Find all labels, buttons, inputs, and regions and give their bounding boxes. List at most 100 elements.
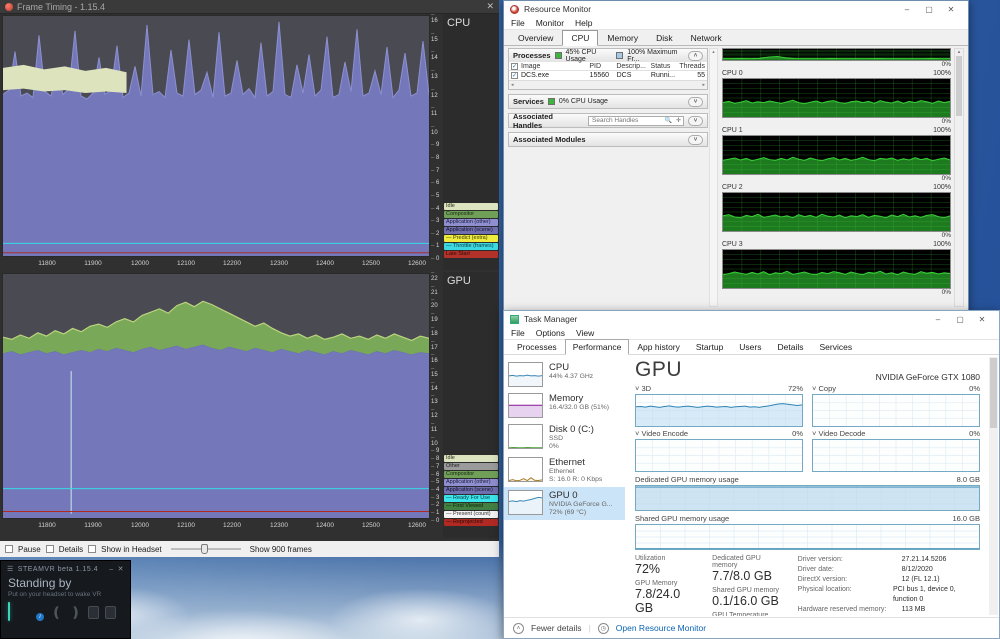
chevron-down-icon[interactable]: ˅ [635,384,639,393]
close-icon[interactable]: ✕ [971,315,993,324]
search-icon[interactable]: 🔍 [662,117,673,124]
graphs-scrollbar[interactable]: ▴ [954,48,964,307]
frame-timing-titlebar[interactable]: Frame Timing - 1.15.4 ✕ [0,0,499,14]
column-threads[interactable]: Threads [679,63,705,70]
sidebar-item[interactable]: CPU 44% 4.37 GHz [504,359,625,390]
scroll-left-icon[interactable]: ◂ [511,82,514,88]
column-image[interactable]: Image [521,63,589,70]
expand-chevron-icon[interactable]: ˅ [688,135,703,145]
tab[interactable]: Overview [509,30,562,46]
menu-item[interactable]: File [511,18,525,28]
collapse-chevron-icon[interactable]: ˄ [688,51,703,61]
y-tick-label: 8 [431,456,442,462]
close-icon[interactable]: ✕ [486,1,494,12]
stat-value: 72% [635,562,696,576]
expand-chevron-icon[interactable]: ˅ [688,97,703,107]
associated-handles-section: Associated Handles 🔍 ✛ ˅ [508,113,708,128]
tab[interactable]: Processes [509,339,565,355]
horizontal-scrollbar[interactable]: ◂ ▸ [509,80,707,89]
footer-divider: | [589,623,591,633]
minimize-icon[interactable]: – [927,315,949,324]
base-station-icon[interactable] [105,606,116,619]
select-all-checkbox[interactable]: ✓ [511,63,518,70]
fewer-details-icon[interactable]: ˄ [513,623,524,634]
y-tick-label: 7 [431,464,442,470]
tab[interactable]: Network [682,30,731,46]
pause-checkbox[interactable] [5,545,13,553]
steamvr-titlebar[interactable]: ☰ STEAMVR beta 1.15.4 – ✕ [1,561,130,573]
show-in-headset-checkbox[interactable] [88,545,96,553]
add-filter-icon[interactable]: ✛ [674,117,683,124]
fewer-details-button[interactable]: Fewer details [531,623,582,633]
processes-header[interactable]: Processes 45% CPU Usage 100% Maximum Fr.… [509,49,707,62]
chevron-down-icon[interactable]: ˅ [812,429,816,438]
scroll-up-icon[interactable]: ▴ [712,49,715,55]
search-handles-input[interactable] [589,117,662,124]
controller-right-icon[interactable]: ❫ [69,604,82,620]
process-row[interactable]: ✓ DCS.exe 15560 DCS Runni... 55 [509,71,707,80]
cpu-side-panel: CPU IdleCompositorApplication (other)App… [443,14,499,270]
details-checkbox[interactable] [46,545,54,553]
headset-icon[interactable]: i [8,603,44,621]
sidebar-item[interactable]: Disk 0 (C:) SSD 0% [504,421,625,454]
chevron-down-icon[interactable]: ˅ [635,429,639,438]
tab[interactable]: Performance [565,339,630,355]
open-resource-monitor-link[interactable]: Open Resource Monitor [616,623,706,633]
minimize-icon[interactable]: – [896,5,918,14]
scrollbar-thumb[interactable] [956,56,962,116]
close-icon[interactable]: ✕ [940,5,962,14]
controller-left-icon[interactable]: ❪ [50,604,63,620]
y-tick-label: 10 [431,435,442,447]
associated-handles-header[interactable]: Associated Handles 🔍 ✛ ˅ [509,114,707,127]
chart-title: ˅ Video Encode [635,429,688,438]
scroll-up-icon[interactable]: ▴ [958,49,961,55]
main-scrollbar[interactable] [989,357,998,615]
menu-item[interactable]: Help [575,18,592,28]
maximize-icon[interactable]: ▢ [918,5,940,14]
tab[interactable]: Disk [647,30,682,46]
tab[interactable]: Users [731,339,769,355]
menu-item[interactable]: View [576,328,594,338]
expand-chevron-icon[interactable]: ˅ [688,116,703,126]
column-pid[interactable]: PID [589,63,616,70]
frames-slider[interactable] [171,544,241,554]
graph-min-label: 0% [722,61,951,69]
scrollbar-thumb[interactable] [990,358,997,428]
sidebar-item[interactable]: Ethernet Ethernet S: 16.0 R: 0 Kbps [504,454,625,487]
services-header[interactable]: Services 0% CPU Usage ˅ [509,95,707,108]
search-handles-box[interactable]: 🔍 ✛ [588,116,684,126]
base-station-icon[interactable] [88,606,99,619]
column-description[interactable]: Descrip... [616,63,650,70]
tab[interactable]: Startup [688,339,731,355]
menu-item[interactable]: Options [536,328,565,338]
stat-value: 27.21.14.5206 [902,555,947,565]
scroll-right-icon[interactable]: ▸ [702,82,705,88]
task-manager-titlebar[interactable]: Task Manager – ▢ ✕ [504,311,999,327]
menu-item[interactable]: Monitor [536,18,564,28]
process-checkbox[interactable]: ✓ [511,72,518,79]
tab[interactable]: App history [629,339,688,355]
associated-modules-header[interactable]: Associated Modules ˅ [509,133,707,146]
close-icon[interactable]: ✕ [118,565,124,573]
hamburger-menu-icon[interactable]: ☰ [7,565,14,573]
x-tick-label: 12200 [217,260,247,267]
column-status[interactable]: Status [651,63,680,70]
left-panel-scrollbar[interactable]: ▴ [709,48,718,307]
y-tick-label: 14 [431,49,442,61]
minimize-icon[interactable]: – [109,566,113,573]
sidebar-item[interactable]: Memory 16.4/32.0 GB (51%) [504,390,625,421]
processes-table-header[interactable]: ✓ Image PID Descrip... Status Threads [509,62,707,71]
tab[interactable]: Memory [598,30,647,46]
tab[interactable]: Details [770,339,812,355]
resource-monitor-titlebar[interactable]: Resource Monitor – ▢ ✕ [504,1,968,17]
stat-block: Utilization 72% [635,555,696,576]
x-tick-label: 11900 [78,260,108,267]
menu-item[interactable]: File [511,328,525,338]
slider-thumb[interactable] [201,544,208,554]
cpu-panel-label: CPU [443,14,499,29]
tab[interactable]: Services [811,339,860,355]
sidebar-item[interactable]: GPU 0 NVIDIA GeForce G... 72% (69 °C) [504,487,625,520]
chevron-down-icon[interactable]: ˅ [812,384,816,393]
maximize-icon[interactable]: ▢ [949,315,971,324]
tab[interactable]: CPU [562,30,598,46]
